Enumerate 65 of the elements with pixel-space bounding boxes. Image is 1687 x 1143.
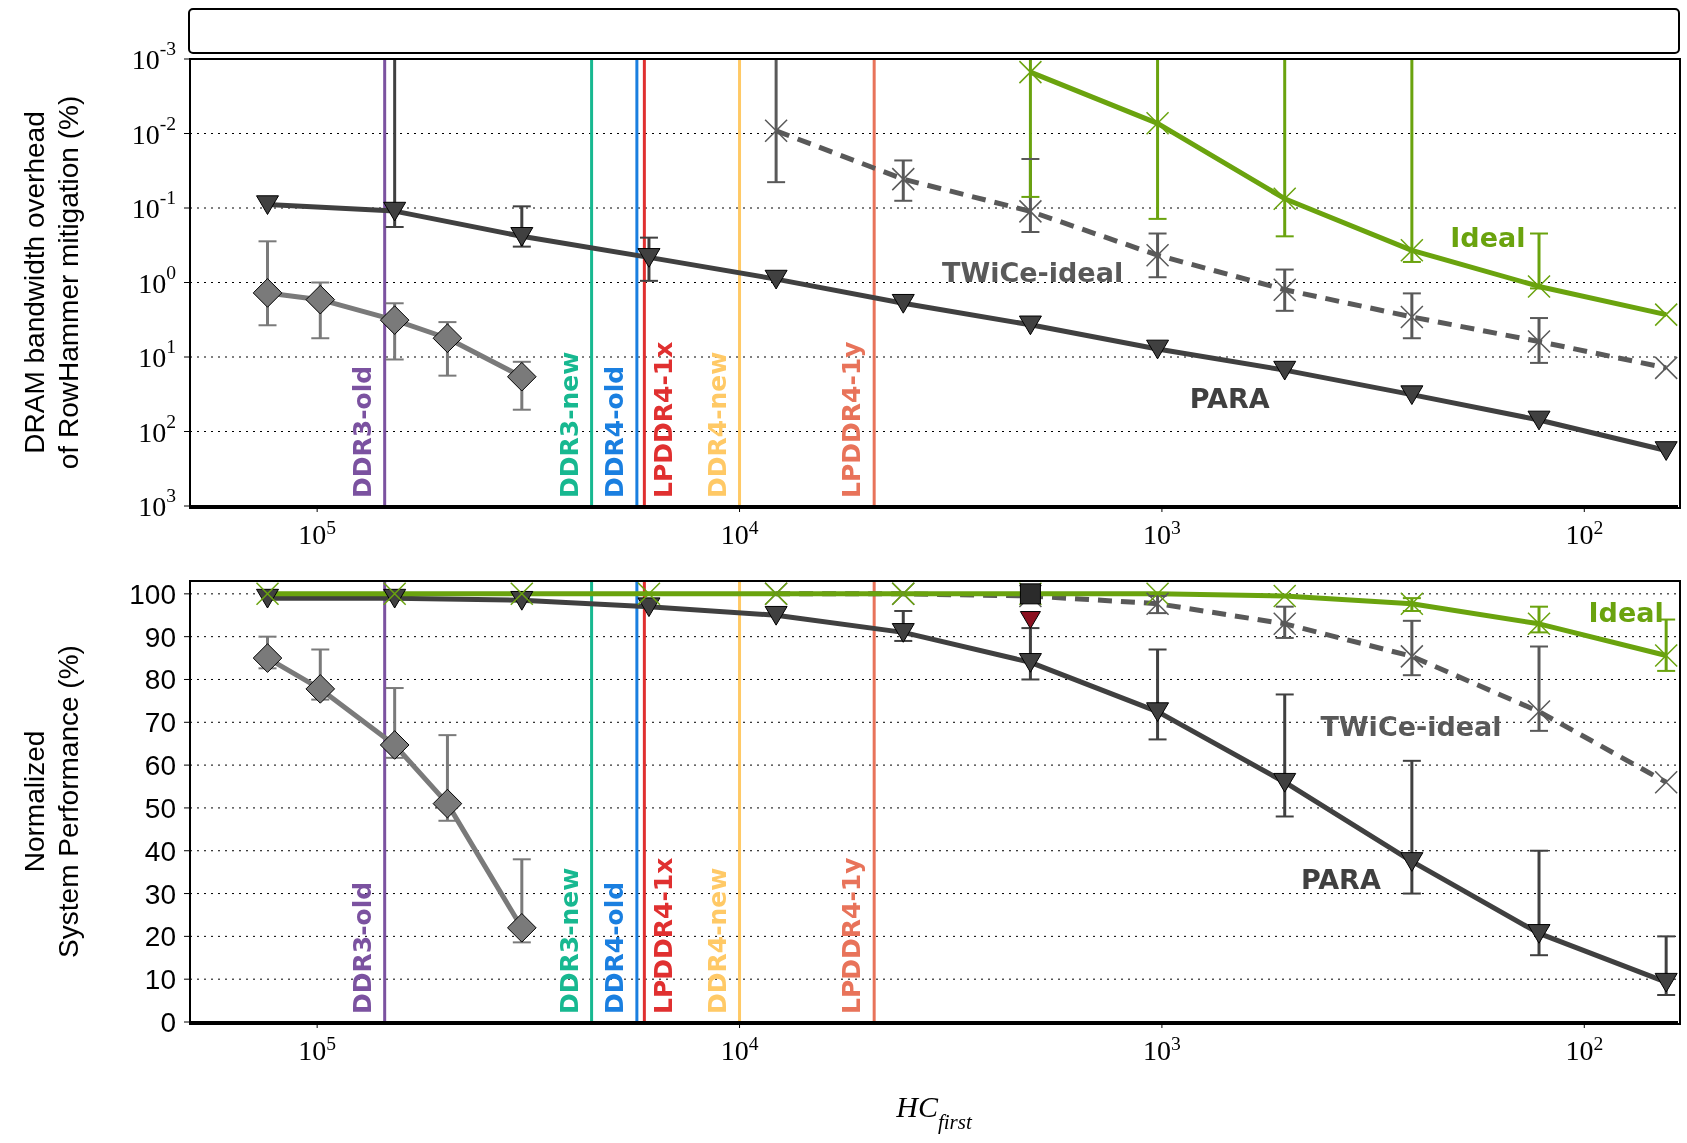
y-tick-label: 0 bbox=[160, 1006, 176, 1038]
x-tick-label: 10$^{3}$ bbox=[1143, 516, 1182, 550]
point bbox=[1654, 972, 1678, 993]
x-tick-label: 10$^{2}$ bbox=[1565, 1032, 1604, 1066]
series-label: Ideal bbox=[1588, 597, 1664, 628]
y-tick-label: 80 bbox=[144, 663, 176, 695]
y-tick-label: 20 bbox=[144, 920, 176, 952]
point bbox=[1654, 643, 1678, 668]
ref-line-label: LPDDR4-1x bbox=[649, 341, 679, 498]
point bbox=[891, 623, 915, 643]
y-tick-label: 10$^{2}$ bbox=[138, 410, 176, 447]
point bbox=[637, 582, 661, 606]
x-tick-label: 10$^{5}$ bbox=[298, 1032, 337, 1066]
y-tick-label: 50 bbox=[144, 792, 176, 824]
series-label: TWiCe-ideal bbox=[1320, 711, 1502, 743]
y-tick-label: 30 bbox=[144, 878, 176, 910]
point bbox=[382, 582, 407, 606]
x-tick-label: 10$^{2}$ bbox=[1565, 516, 1604, 550]
series-label: PARA bbox=[1300, 863, 1381, 895]
point bbox=[255, 582, 280, 606]
y-tick-label: 10$^{-3}$ bbox=[131, 38, 177, 75]
y-tick-label: 70 bbox=[144, 706, 176, 738]
ref-line-label: LPDDR4-1x bbox=[649, 857, 679, 1014]
point bbox=[1400, 852, 1424, 872]
point bbox=[1146, 702, 1170, 722]
point bbox=[764, 605, 788, 626]
x-tick-label: 10$^{3}$ bbox=[1143, 1032, 1182, 1066]
x-axis-title: HC$_{first}$ bbox=[895, 1090, 973, 1134]
y-tick-label: 10 bbox=[144, 963, 176, 995]
y-tick-label: 90 bbox=[144, 621, 176, 653]
x-tick-label: 10$^{4}$ bbox=[720, 1032, 759, 1066]
y-tick-label: 10$^{3}$ bbox=[138, 485, 177, 522]
ref-line-label: LPDDR4-1y bbox=[837, 857, 867, 1014]
y-tick-label: 100 bbox=[129, 578, 176, 610]
y-tick-label: 10$^{-2}$ bbox=[131, 112, 176, 149]
ref-line-label: DDR4-old bbox=[599, 881, 629, 1014]
y-axis-title: Normalized System Performance (%) bbox=[18, 645, 84, 958]
series-label: PARA bbox=[1189, 382, 1270, 414]
y-tick-label: 10$^{-1}$ bbox=[131, 187, 176, 224]
y-tick-label: 10$^{1}$ bbox=[138, 336, 176, 373]
point bbox=[1273, 772, 1297, 793]
ref-line-label: DDR4-old bbox=[599, 365, 629, 498]
point bbox=[1527, 612, 1551, 636]
point bbox=[252, 643, 283, 673]
series-label: Ideal bbox=[1450, 221, 1526, 253]
ref-line-label: LPDDR4-1y bbox=[837, 341, 867, 498]
point bbox=[1018, 653, 1042, 673]
point bbox=[1527, 924, 1551, 944]
point bbox=[637, 597, 661, 618]
y-tick-label: 40 bbox=[144, 835, 176, 867]
ref-line-label: DDR3-new bbox=[554, 351, 584, 498]
ref-line-label: DDR3-old bbox=[347, 881, 377, 1014]
y-tick-label: 60 bbox=[144, 749, 176, 781]
series-label: TWiCe-ideal bbox=[941, 256, 1124, 288]
ref-line-label: DDR3-new bbox=[554, 867, 584, 1014]
point bbox=[1400, 591, 1424, 616]
x-tick-label: 10$^{4}$ bbox=[720, 516, 759, 550]
x-tick-label: 10$^{5}$ bbox=[298, 516, 337, 550]
point bbox=[510, 582, 534, 606]
ref-line-label: DDR4-new bbox=[702, 867, 732, 1014]
ref-line-label: DDR3-old bbox=[347, 365, 377, 498]
y-axis-title: DRAM bandwidth overhead of RowHammer mitigation (%) bbox=[18, 95, 84, 470]
y-tick-label: 10$^{0}$ bbox=[138, 261, 177, 298]
ref-line-label: DDR4-new bbox=[702, 351, 732, 498]
point bbox=[1272, 584, 1297, 608]
